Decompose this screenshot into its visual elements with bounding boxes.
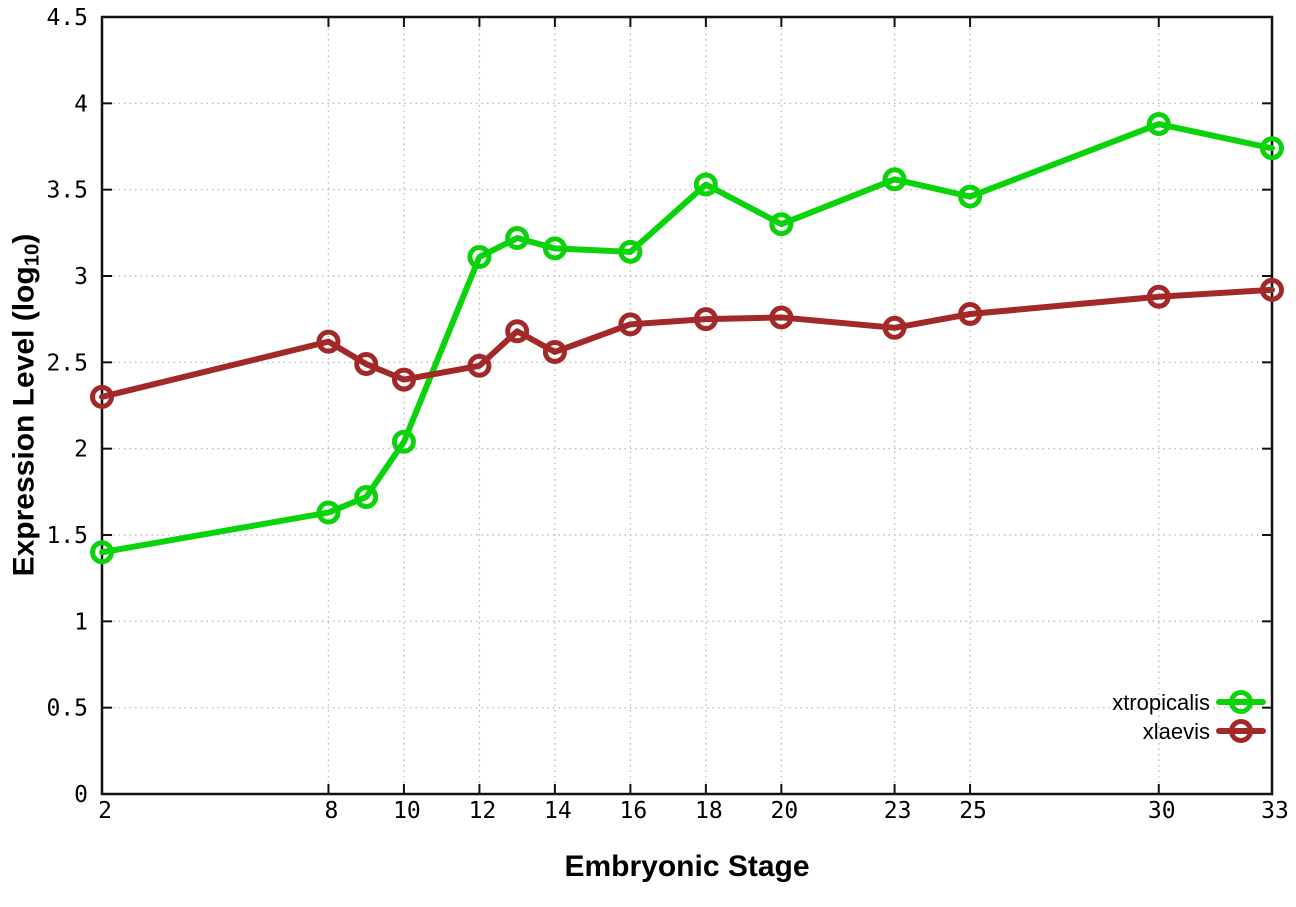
x-tick-label: 8 [325,798,339,824]
xlaevis-point-30 [1146,284,1171,309]
xlaevis-point-33 [1260,277,1284,302]
legend-marker-xtropicalis [1229,690,1253,714]
xlaevis-point-20 [769,305,794,330]
x-tick-label: 12 [469,798,497,824]
xtropicalis-point-18 [693,172,718,197]
x-tick-label: 20 [771,798,799,824]
x-tick-label: 16 [620,798,648,824]
xtropicalis-point-16 [618,239,643,264]
x-tick-label: 18 [695,798,723,824]
x-tick-label: 10 [393,798,421,824]
y-axis-title-text: Expression Level (log [7,266,41,577]
y-axis-title-suffix: ) [7,233,41,244]
y-tick-label: 3.5 [46,178,88,204]
y-tick-label: 1 [74,609,88,635]
series-line-xlaevis [99,286,1275,400]
x-tick-label: 33 [1261,798,1289,824]
x-tick-label: 23 [884,798,912,824]
legend: xtropicalis xlaevis [1112,690,1266,744]
xlaevis-point-14 [542,339,567,364]
y-axis-title-subscript: 10 [21,243,44,267]
x-tick-label: 2 [98,798,112,824]
xlaevis-point-18 [693,307,718,332]
xlaevis-point-12 [467,353,492,378]
y-tick-label: 3 [74,264,88,290]
xlaevis-point-23 [882,315,907,340]
xlaevis-point-9 [354,352,379,377]
xlaevis-point-13 [505,319,530,344]
legend-marker-xlaevis [1229,719,1253,743]
y-axis-title: Expression Level (log10) [7,234,44,577]
y-tick-label: 2 [74,437,88,463]
xtropicalis-point-2 [90,540,114,565]
x-tick-label: 25 [959,798,987,824]
x-tick-label: 14 [544,798,572,824]
legend-label-xlaevis: xlaevis [1143,719,1210,744]
legend-label-xtropicalis: xtropicalis [1112,690,1210,715]
xtropicalis-point-12 [467,245,492,270]
y-tick-label: 1.5 [46,523,88,549]
xlaevis-point-16 [618,312,643,337]
x-tick-label: 30 [1148,798,1176,824]
y-tick-label: 0 [74,782,88,808]
y-tick-label: 4 [74,91,88,117]
xtropicalis-point-33 [1260,136,1284,161]
xtropicalis-point-9 [354,485,379,510]
xlaevis-point-2 [90,384,114,409]
xtropicalis-point-10 [391,429,416,454]
plot-border [100,15,1274,796]
y-tick-label: 0.5 [46,696,88,722]
xtropicalis-point-25 [958,184,983,209]
xlaevis-point-25 [958,301,983,326]
xtropicalis-point-8 [316,500,341,525]
xtropicalis-point-14 [542,236,567,261]
xlaevis-point-10 [391,367,416,392]
xlaevis-point-8 [316,329,341,354]
xtropicalis-point-20 [769,212,794,237]
series-line-xtropicalis [99,121,1275,556]
xtropicalis-point-23 [882,167,907,192]
y-tick-label: 2.5 [46,350,88,376]
xtropicalis-point-13 [505,226,530,251]
y-tick-label: 4.5 [46,5,88,31]
x-axis-title: Embryonic Stage [564,850,810,883]
xtropicalis-point-30 [1146,112,1171,137]
